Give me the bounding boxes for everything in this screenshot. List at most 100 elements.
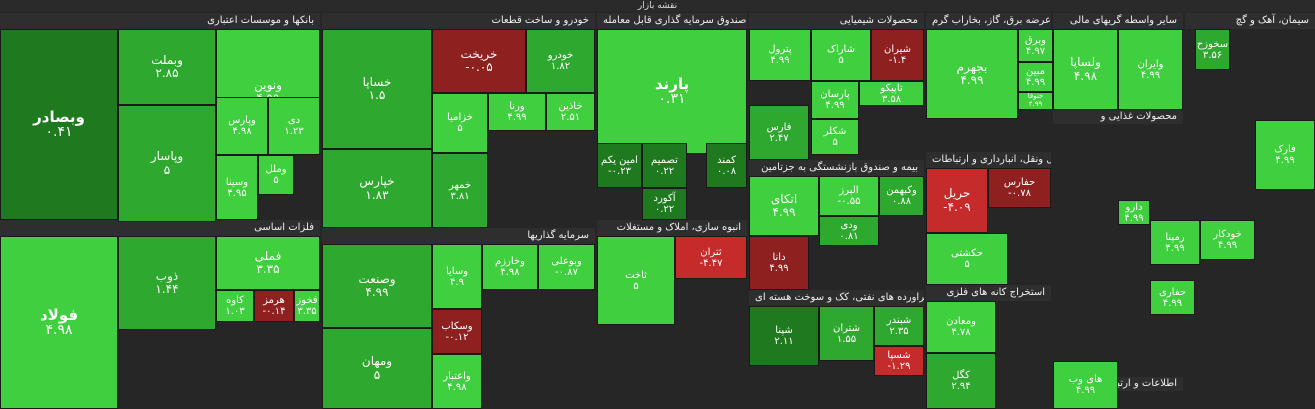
stock-tile[interactable]: وبصادر ۰.۴۱ — [0, 29, 118, 220]
stock-change: ۱.۲۳ — [284, 126, 304, 137]
stock-change: ۴.۹۹ — [507, 112, 527, 123]
stock-tile[interactable]: آکورد ۰.۲۲ — [642, 188, 687, 220]
stock-symbol: خریخت — [460, 46, 498, 61]
stock-tile[interactable]: حفارس -۰.۷۸ — [988, 168, 1051, 208]
stock-symbol: شتران — [832, 322, 861, 334]
stock-change: ۴.۹۹ — [770, 55, 790, 66]
stock-tile[interactable]: خمهر ۳.۸۱ — [432, 153, 488, 228]
stock-change: ۱.۵ — [368, 88, 386, 102]
stock-tile[interactable]: دانا ۴.۹۹ — [749, 236, 809, 290]
stock-tile[interactable]: سخوزح ۳.۵۶ — [1195, 29, 1230, 70]
stock-tile[interactable]: کمند ۰.۰۸ — [706, 143, 747, 188]
stock-tile[interactable]: حریل -۴.۰۹ — [926, 168, 988, 233]
stock-tile[interactable]: خاذین ۲.۵۱ — [546, 93, 595, 131]
stock-change: ۳.۵۸ — [881, 93, 902, 105]
stock-tile[interactable]: وسکاب -۰.۱۲ — [432, 309, 482, 354]
stock-tile[interactable]: ثاخت ۵ — [597, 236, 675, 325]
stock-tile[interactable]: ومعادن ۴.۷۸ — [926, 301, 996, 353]
stock-tile[interactable]: خریخت -۰.۰۵ — [432, 29, 526, 93]
stock-tile[interactable]: شکلر ۵ — [811, 119, 859, 155]
stock-tile[interactable]: تصمیم ۰.۲۲ — [642, 143, 687, 188]
stock-tile[interactable]: دی ۱.۲۳ — [268, 97, 320, 155]
stock-tile[interactable]: های وب ۴.۹۹ — [1053, 361, 1118, 409]
stock-tile[interactable]: بجهرم ۴.۹۹ — [926, 29, 1018, 119]
stock-tile[interactable]: وبرق ۴.۹۷ — [1018, 29, 1053, 62]
sector-title: صندوق سرمایه گذاری قابل معامله — [597, 13, 747, 29]
stock-tile[interactable]: هرمز -۰.۱۴ — [254, 290, 294, 322]
stock-change: ۲.۸۵ — [155, 66, 179, 80]
stock-tile[interactable]: وایران ۴.۹۹ — [1118, 29, 1183, 110]
stock-symbol: وپارس — [228, 115, 256, 126]
stock-symbol: خودرو — [547, 50, 574, 61]
stock-tile[interactable]: حفاری ۴.۹۹ — [1150, 280, 1195, 315]
stock-tile[interactable]: امین یکم -۰.۲۳ — [597, 143, 642, 188]
stock-symbol: خساپا — [362, 74, 392, 89]
stock-tile[interactable]: وپاسار ۵ — [118, 105, 216, 222]
stock-tile[interactable]: فارک ۴.۹۹ — [1255, 120, 1315, 190]
stock-tile[interactable]: وپارس ۴.۹۸ — [216, 97, 268, 155]
stock-symbol: شیران — [883, 44, 912, 55]
stock-tile[interactable]: شبندر ۲.۳۵ — [874, 306, 924, 346]
stock-symbol: خاذین — [558, 101, 583, 112]
stock-tile[interactable]: فخوز ۳.۳۵ — [294, 290, 320, 322]
stock-tile[interactable]: وبوعلی -۰.۸۷ — [538, 244, 595, 290]
stock-tile[interactable]: مبین ۴.۹۹ — [1018, 62, 1053, 92]
stock-change: ۴.۹۹ — [1217, 240, 1238, 251]
stock-tile[interactable]: شاراک ۵ — [811, 29, 871, 81]
stock-tile[interactable]: ودی ۰.۸۱ — [819, 216, 879, 246]
stock-symbol: واعتبار — [443, 370, 471, 382]
stock-tile[interactable]: پترول ۴.۹۹ — [749, 29, 811, 81]
stock-tile[interactable]: شتران ۱.۵۵ — [819, 306, 874, 361]
stock-tile[interactable]: البرز -۰.۵۵ — [819, 176, 879, 216]
stock-symbol: هرمز — [263, 295, 285, 306]
stock-tile[interactable]: کگل ۲.۹۴ — [926, 353, 996, 409]
stock-tile[interactable]: کاوه ۱.۰۳ — [216, 290, 254, 322]
stock-tile[interactable]: پارسان ۴.۹۹ — [811, 81, 859, 119]
stock-tile[interactable]: فارس ۲.۴۷ — [749, 105, 809, 160]
stock-tile[interactable]: حکشتی ۵ — [926, 233, 1008, 285]
stock-symbol: دارو — [1125, 201, 1143, 213]
stock-tile[interactable]: ذوب ۱.۴۴ — [118, 236, 216, 330]
stock-symbol: حفارس — [1003, 177, 1036, 188]
stock-tile[interactable]: وملل ۵ — [258, 155, 294, 195]
stock-tile[interactable]: وسینا ۴.۹۵ — [216, 155, 258, 220]
stock-symbol: تصمیم — [651, 154, 678, 166]
stock-symbol: مبین — [1025, 66, 1045, 77]
stock-tile[interactable]: خودکار ۴.۹۹ — [1200, 220, 1255, 260]
stock-tile[interactable]: خپارس ۱.۸۳ — [322, 149, 432, 228]
page-title: نقشه بازار — [0, 0, 1315, 12]
stock-symbol: وسایا — [445, 265, 469, 277]
stock-tile[interactable]: تاپیکو ۳.۵۸ — [859, 81, 924, 106]
stock-tile[interactable]: شسپا -۱.۲۹ — [874, 346, 924, 376]
stock-tile[interactable]: وکبهمن ۰.۸۸ — [879, 176, 924, 216]
stock-tile[interactable]: فملی ۳.۳۵ — [216, 236, 320, 290]
stock-tile[interactable]: وخارزم ۴.۹۸ — [482, 244, 538, 290]
stock-change: ۵ — [373, 367, 381, 382]
stock-tile[interactable]: وسایا ۴.۹ — [432, 244, 482, 309]
stock-tile[interactable]: رمپنا ۴.۹۹ — [1150, 220, 1200, 265]
stock-tile[interactable]: فولاد ۴.۹۸ — [0, 236, 118, 409]
stock-tile[interactable]: واعتبار ۴.۹۸ — [432, 354, 482, 409]
stock-change: ۴.۹۹ — [1165, 242, 1185, 254]
stock-tile[interactable]: ومهان ۵ — [322, 328, 432, 409]
sector-title: سرمایه گذاریها — [322, 228, 595, 244]
stock-tile[interactable]: ولساپا ۴.۹۸ — [1053, 29, 1118, 110]
stock-change: ۵ — [832, 137, 838, 148]
stock-tile[interactable]: ختوقا ۴.۹۹ — [1018, 92, 1053, 110]
stock-tile[interactable]: پارند ۰.۳۱ — [597, 29, 747, 154]
stock-symbol: ورنا — [509, 101, 525, 112]
stock-tile[interactable]: وصنعت ۴.۹۹ — [322, 244, 432, 328]
stock-symbol: کگل — [952, 370, 970, 381]
stock-symbol: وسینا — [225, 176, 249, 188]
stock-tile[interactable]: شپنا ۲.۱۱ — [749, 306, 819, 366]
stock-tile[interactable]: وبملت ۲.۸۵ — [118, 29, 216, 105]
stock-tile[interactable]: اتکای ۴.۹۹ — [749, 176, 819, 236]
stock-tile[interactable]: خودرو ۱.۸۲ — [526, 29, 595, 93]
stock-tile[interactable]: شیران -۱.۴ — [871, 29, 924, 81]
stock-tile[interactable]: خساپا ۱.۵ — [322, 29, 432, 149]
stock-tile[interactable]: ورنا ۴.۹۹ — [488, 93, 546, 131]
stock-change: ۳.۳۵ — [297, 306, 317, 317]
stock-tile[interactable]: ثتران -۴.۴۷ — [675, 236, 747, 279]
stock-tile[interactable]: دارو ۴.۹۹ — [1118, 200, 1150, 225]
stock-tile[interactable]: خزامیا ۵ — [432, 93, 488, 153]
